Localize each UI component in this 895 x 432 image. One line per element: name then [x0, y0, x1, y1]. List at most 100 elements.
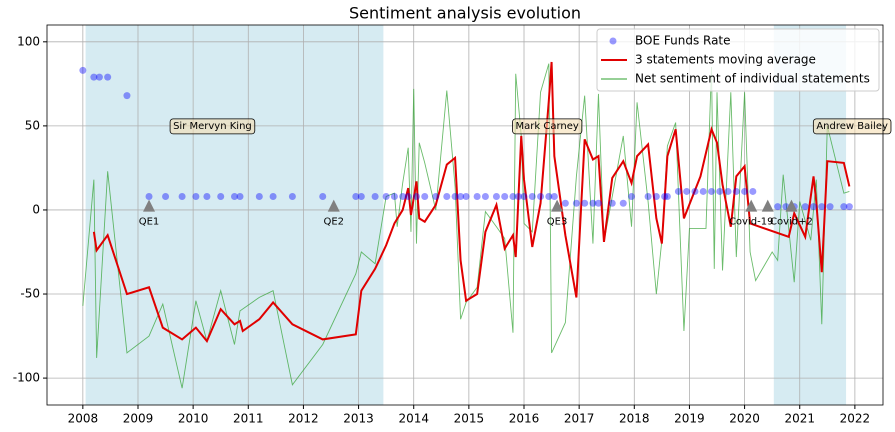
scatter-point — [572, 199, 580, 207]
scatter-point — [457, 193, 465, 201]
scatter-point — [741, 187, 749, 195]
scatter-point — [481, 193, 489, 201]
annotation: Sir Mervyn King — [169, 118, 256, 135]
scatter-point — [371, 193, 379, 201]
legend-marker — [609, 37, 617, 45]
scatter-point — [661, 193, 669, 201]
scatter-point — [840, 203, 848, 211]
series-line — [82, 63, 850, 389]
scatter-point — [537, 193, 545, 201]
scatter-point — [699, 187, 707, 195]
scatter-point — [826, 203, 834, 211]
scatter-point — [501, 193, 509, 201]
scatter-point — [192, 193, 200, 201]
x-tick-label: 2013 — [343, 412, 374, 426]
scatter-point — [528, 193, 536, 201]
scatter-point — [561, 199, 569, 207]
event-label: QE1 — [139, 217, 160, 228]
scatter-point — [724, 187, 732, 195]
scatter-point — [203, 193, 211, 201]
scatter-point — [90, 73, 98, 81]
legend-label: Net sentiment of individual statements — [635, 72, 870, 86]
event-marker — [761, 199, 774, 212]
scatter-point — [608, 199, 616, 207]
x-tick-label: 2015 — [454, 412, 485, 426]
scatter-point — [520, 193, 528, 201]
scatter-point — [145, 193, 153, 201]
event-marker — [785, 199, 798, 212]
scatter-point — [319, 193, 327, 201]
annotation-text: Mark Carney — [516, 121, 579, 132]
scatter-point — [399, 193, 407, 201]
annotation-box — [169, 118, 256, 135]
annotation: Mark Carney — [512, 118, 583, 135]
scatter-point — [545, 193, 553, 201]
event-label: Covid-19 — [729, 217, 773, 228]
scatter-point — [473, 193, 481, 201]
scatter-point — [217, 193, 225, 201]
x-tick-label: 2014 — [398, 412, 429, 426]
scatter-point — [810, 203, 818, 211]
event-marker — [551, 199, 564, 212]
scatter-point — [683, 187, 691, 195]
scatter-point — [443, 193, 451, 201]
scatter-point — [421, 193, 429, 201]
y-tick-label: 50 — [25, 118, 40, 132]
scatter-point — [732, 187, 740, 195]
scatter-point — [801, 203, 809, 211]
scatter-point — [581, 199, 589, 207]
scatter-point — [594, 199, 602, 207]
scatter-point — [162, 193, 170, 201]
scatter-point — [178, 193, 186, 201]
event-marker — [143, 199, 156, 212]
scatter-point — [352, 193, 360, 201]
scatter-point — [619, 199, 627, 207]
x-tick-label: 2022 — [840, 412, 871, 426]
scatter-point — [652, 193, 660, 201]
chart-title: Sentiment analysis evolution — [349, 4, 581, 23]
legend-label: BOE Funds Rate — [635, 34, 731, 48]
scatter-point — [514, 193, 522, 201]
scatter-point — [255, 193, 263, 201]
scatter-point — [412, 193, 420, 201]
scatter-point — [288, 193, 296, 201]
scatter-point — [390, 193, 398, 201]
y-tick-label: 0 — [32, 202, 40, 216]
event-marker — [745, 199, 758, 212]
scatter-point — [451, 193, 459, 201]
x-tick-label: 2018 — [619, 412, 650, 426]
scatter-point — [707, 187, 715, 195]
scatter-point — [774, 203, 782, 211]
legend-label: 3 statements moving average — [635, 53, 816, 67]
series-line — [92, 61, 851, 344]
y-tick-label: 100 — [17, 34, 40, 48]
scatter-point — [404, 193, 412, 201]
annotation-text: Sir Mervyn King — [173, 121, 252, 132]
scatter-point — [663, 193, 671, 201]
shaded-period — [85, 25, 384, 405]
x-tick-label: 2021 — [784, 412, 815, 426]
scatter-point — [509, 193, 517, 201]
scatter-point — [716, 187, 724, 195]
scatter-point — [550, 193, 558, 201]
annotation-box — [812, 118, 892, 135]
x-tick-label: 2009 — [123, 412, 154, 426]
x-tick-label: 2012 — [288, 412, 319, 426]
scatter-point — [674, 187, 682, 195]
scatter-point — [236, 193, 244, 201]
scatter-point — [628, 193, 636, 201]
event-label: Covid+2 — [770, 217, 813, 228]
x-tick-label: 2019 — [674, 412, 705, 426]
scatter-point — [123, 92, 131, 100]
event-label: QE2 — [323, 217, 344, 228]
x-tick-label: 2008 — [68, 412, 99, 426]
x-tick-label: 2010 — [178, 412, 209, 426]
x-tick-label: 2016 — [509, 412, 540, 426]
scatter-point — [269, 193, 277, 201]
scatter-point — [462, 193, 470, 201]
scatter-point — [589, 199, 597, 207]
plot-frame — [46, 24, 884, 406]
y-tick-label: -100 — [13, 371, 40, 385]
scatter-point — [230, 193, 238, 201]
